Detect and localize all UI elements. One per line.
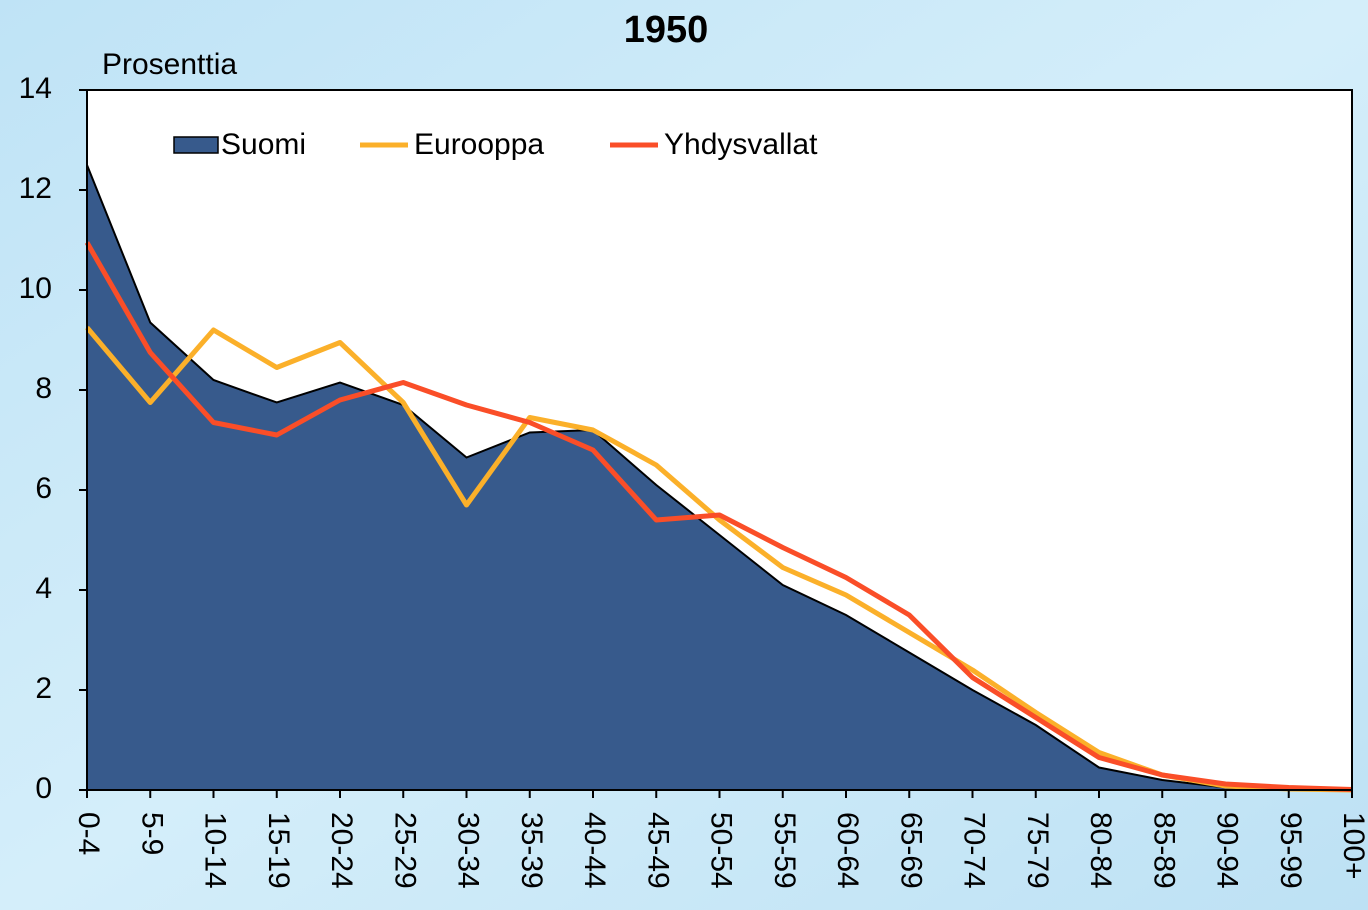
legend-label: Yhdysvallat <box>664 128 818 161</box>
legend-swatch <box>173 136 219 154</box>
x-tick-label: 95-99 <box>1274 812 1307 889</box>
x-tick-label: 85-89 <box>1147 812 1180 889</box>
x-tick-label: 55-59 <box>768 812 801 889</box>
x-tick-label: 60-64 <box>831 812 864 889</box>
y-axis-label: Prosenttia <box>102 48 237 81</box>
x-tick-label: 100+ <box>1337 812 1368 880</box>
x-tick-label: 25-29 <box>388 812 421 889</box>
x-tick-label: 65-69 <box>894 812 927 889</box>
x-tick-label: 45-49 <box>641 812 674 889</box>
x-tick-label: 0-4 <box>72 812 105 855</box>
line <box>84 241 1353 792</box>
legend-label: Eurooppa <box>414 128 544 161</box>
x-tick-label: 70-74 <box>958 812 991 889</box>
x-tick-label: 30-34 <box>452 812 485 889</box>
x-tick-label: 35-39 <box>515 812 548 889</box>
area-outline <box>86 164 1353 791</box>
x-tick-label: 5-9 <box>135 812 168 855</box>
x-tick-label: 90-94 <box>1211 812 1244 889</box>
y-tick-label: 10 <box>19 272 52 305</box>
x-tick-label: 10-14 <box>199 812 232 889</box>
x-tick-label: 15-19 <box>262 812 295 889</box>
area <box>87 165 1352 790</box>
y-tick-label: 14 <box>19 72 52 105</box>
legend-label: Suomi <box>221 128 306 161</box>
x-tick-label: 20-24 <box>325 812 358 889</box>
x-tick-label: 40-44 <box>578 812 611 889</box>
x-tick-label: 50-54 <box>705 812 738 889</box>
y-tick-label: 0 <box>35 772 52 805</box>
y-tick-label: 6 <box>35 472 52 505</box>
x-tick-label: 80-84 <box>1084 812 1117 889</box>
x-tick-label: 75-79 <box>1021 812 1054 889</box>
y-tick-label: 12 <box>19 172 52 205</box>
y-tick-label: 4 <box>35 572 52 605</box>
chart-title: 1950 <box>624 9 709 51</box>
y-tick-label: 8 <box>35 372 52 405</box>
y-tick-label: 2 <box>35 672 52 705</box>
